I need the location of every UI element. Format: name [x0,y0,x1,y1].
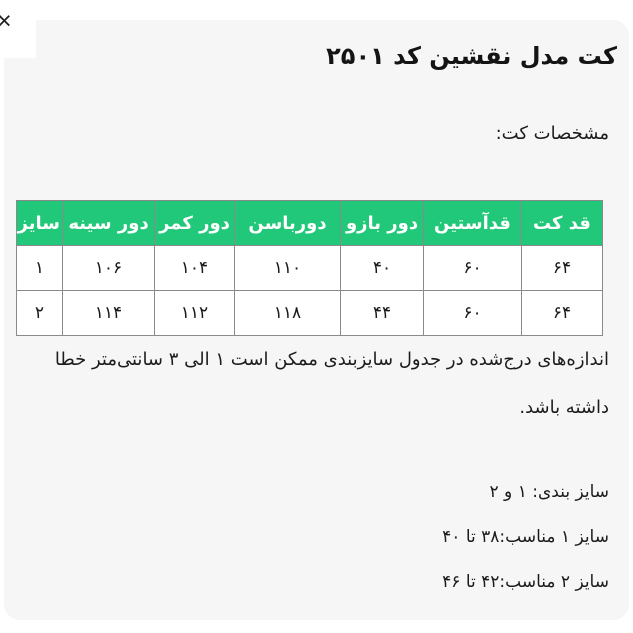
cell-arm-circumference: ۴۰ [340,245,424,291]
cell-jacket-length: ۶۴ [521,245,603,291]
cell-sleeve-length: ۶۰ [423,290,522,336]
product-title: کت مدل نقشین کد ۲۵۰۱ [326,42,617,70]
cell-sleeve-length: ۶۰ [423,245,522,291]
cell-chest-circumference: ۱۱۴ [62,290,155,336]
sizing-line: سایز بندی: ۱ و ۲ [489,482,609,502]
col-header-jacket-length: قد کت [521,200,603,246]
size-table-header-row: قد کت قدآستین دور بازو دورباسن دور کمر د… [16,200,603,246]
cell-jacket-length: ۶۴ [521,290,603,336]
size-table: قد کت قدآستین دور بازو دورباسن دور کمر د… [16,200,603,336]
cell-waist-circumference: ۱۱۲ [154,290,235,336]
product-details-sheet: کت مدل نقشین کد ۲۵۰۱ مشخصات کت: قد کت قد… [4,20,629,620]
sizing-line: سایز ۱ مناسب:۳۸ تا ۴۰ [442,527,609,547]
sizing-guide: سایز بندی: ۱ و ۲ سایز ۱ مناسب:۳۸ تا ۴۰ س… [24,470,609,605]
specs-heading: مشخصات کت: [495,123,609,144]
sizing-line: سایز ۲ مناسب:۴۲ تا ۴۶ [442,572,609,592]
col-header-arm-circumference: دور بازو [340,200,424,246]
cell-waist-circumference: ۱۰۴ [154,245,235,291]
cell-size: ۱ [16,245,63,291]
col-header-sleeve-length: قدآستین [423,200,522,246]
size-tolerance-note: اندازه‌های درج‌شده در جدول سایزبندی ممکن… [54,349,609,418]
cell-size: ۲ [16,290,63,336]
cell-hip-circumference: ۱۱۰ [234,245,341,291]
cell-chest-circumference: ۱۰۶ [62,245,155,291]
col-header-size: سایز [16,200,63,246]
table-row-size-1: ۶۴ ۶۰ ۴۰ ۱۱۰ ۱۰۴ ۱۰۶ ۱ [16,245,603,291]
cell-arm-circumference: ۴۴ [340,290,424,336]
cell-hip-circumference: ۱۱۸ [234,290,341,336]
col-header-chest-circumference: دور سینه [62,200,155,246]
close-icon: × [0,7,12,35]
table-row-size-2: ۶۴ ۶۰ ۴۴ ۱۱۸ ۱۱۲ ۱۱۴ ۲ [16,290,603,336]
close-button[interactable]: × [0,0,36,58]
col-header-hip-circumference: دورباسن [234,200,341,246]
col-header-waist-circumference: دور کمر [154,200,235,246]
